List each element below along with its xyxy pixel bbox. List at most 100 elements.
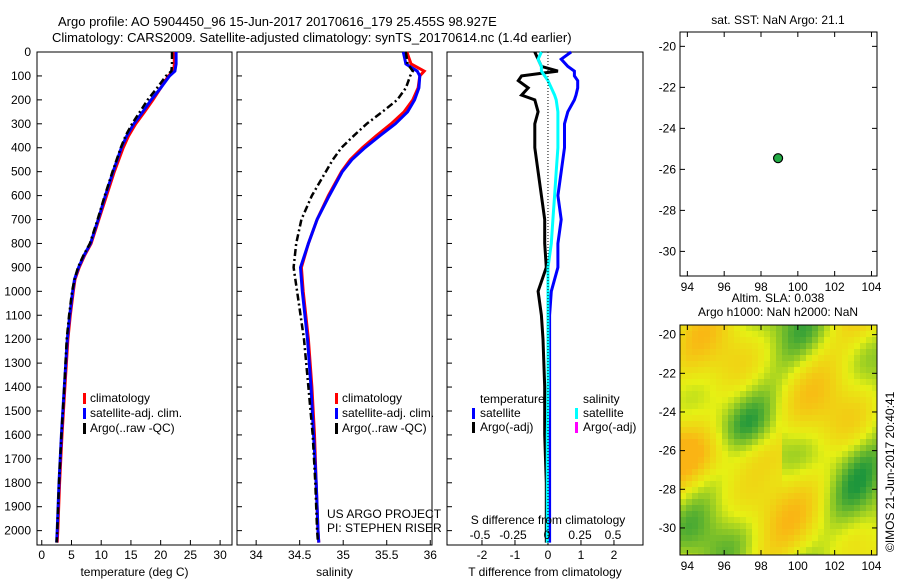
- heatmap-cell: [764, 421, 770, 427]
- heatmap-cell: [860, 337, 866, 343]
- x-tick-label: 0: [545, 548, 552, 562]
- heatmap-cell: [872, 523, 877, 529]
- legend-swatch: [335, 408, 338, 419]
- heatmap-cell: [842, 391, 848, 397]
- heatmap-cell: [692, 391, 698, 397]
- heatmap-cell: [782, 481, 788, 487]
- heatmap-cell: [872, 331, 877, 337]
- heatmap-cell: [740, 373, 746, 379]
- heatmap-cell: [806, 457, 812, 463]
- heatmap-cell: [716, 475, 722, 481]
- heatmap-cell: [788, 493, 794, 499]
- heatmap-cell: [842, 463, 848, 469]
- heatmap-cell: [860, 415, 866, 421]
- heatmap-cell: [770, 427, 776, 433]
- heatmap-cell: [782, 445, 788, 451]
- heatmap-cell: [680, 547, 686, 553]
- heatmap-cell: [704, 409, 710, 415]
- heatmap-cell: [806, 517, 812, 523]
- heatmap-cell: [752, 475, 758, 481]
- heatmap-cell: [734, 469, 740, 475]
- heatmap-cell: [830, 451, 836, 457]
- heatmap-cell: [830, 409, 836, 415]
- heatmap-cell: [728, 439, 734, 445]
- heatmap-cell: [776, 349, 782, 355]
- heatmap-cell: [740, 553, 746, 555]
- heatmap-cell: [860, 361, 866, 367]
- x-axis-label: salinity: [316, 565, 353, 579]
- heatmap-cell: [680, 379, 686, 385]
- heatmap-cell: [866, 391, 872, 397]
- y-tick-label: 700: [11, 213, 31, 227]
- heatmap-cell: [692, 511, 698, 517]
- heatmap-cell: [776, 535, 782, 541]
- heatmap-cell: [830, 541, 836, 547]
- heatmap-cell: [872, 451, 877, 457]
- heatmap-cell: [854, 475, 860, 481]
- heatmap-cell: [704, 529, 710, 535]
- heatmap-cell: [782, 349, 788, 355]
- heatmap-cell: [854, 481, 860, 487]
- heatmap-cell: [740, 337, 746, 343]
- heatmap-cell: [710, 325, 716, 331]
- heatmap-cell: [764, 541, 770, 547]
- heatmap-cell: [860, 553, 866, 555]
- heatmap-cell: [788, 445, 794, 451]
- heatmap-cell: [722, 433, 728, 439]
- heatmap-cell: [704, 511, 710, 517]
- heatmap-cell: [860, 541, 866, 547]
- heatmap-cell: [740, 433, 746, 439]
- heatmap-cell: [734, 367, 740, 373]
- legend-swatch: [575, 408, 578, 419]
- heatmap-cell: [782, 403, 788, 409]
- heatmap-cell: [758, 439, 764, 445]
- heatmap-cell: [770, 409, 776, 415]
- heatmap-cell: [710, 445, 716, 451]
- heatmap-cell: [812, 415, 818, 421]
- heatmap-cell: [860, 535, 866, 541]
- heatmap-cell: [686, 427, 692, 433]
- y-tick-label: 1100: [5, 308, 31, 322]
- heatmap-cell: [818, 373, 824, 379]
- heatmap-cell: [758, 505, 764, 511]
- heatmap-cell: [764, 427, 770, 433]
- heatmap-cell: [734, 463, 740, 469]
- heatmap-cell: [692, 469, 698, 475]
- heatmap-cell: [794, 505, 800, 511]
- heatmap-cell: [746, 511, 752, 517]
- heatmap-cell: [830, 529, 836, 535]
- heatmap-cell: [866, 379, 872, 385]
- heatmap-cell: [794, 373, 800, 379]
- heatmap-cell: [740, 355, 746, 361]
- heatmap-cell: [686, 337, 692, 343]
- heatmap-cell: [716, 535, 722, 541]
- heatmap-cell: [782, 331, 788, 337]
- heatmap-cell: [722, 331, 728, 337]
- heatmap-cell: [806, 433, 812, 439]
- heatmap-cell: [848, 481, 854, 487]
- heatmap-cell: [722, 349, 728, 355]
- heatmap-cell: [860, 457, 866, 463]
- heatmap-cell: [788, 433, 794, 439]
- heatmap-cell: [782, 541, 788, 547]
- heatmap-cell: [722, 367, 728, 373]
- heatmap-cell: [686, 331, 692, 337]
- heatmap-cell: [830, 373, 836, 379]
- heatmap-cell: [824, 535, 830, 541]
- heatmap-cell: [704, 475, 710, 481]
- heatmap-cell: [818, 409, 824, 415]
- position-map-title: sat. SST: NaN Argo: 21.1: [711, 13, 845, 27]
- heatmap-cell: [776, 403, 782, 409]
- heatmap-cell: [728, 487, 734, 493]
- x-tick-label: 20: [154, 548, 168, 562]
- heatmap-cell: [872, 493, 877, 499]
- legend-label: satellite-adj. clim.: [342, 406, 434, 420]
- heatmap-cell: [824, 427, 830, 433]
- heatmap-cell: [806, 505, 812, 511]
- heatmap-cell: [848, 523, 854, 529]
- figure-title-line2: Climatology: CARS2009. Satellite-adjuste…: [52, 30, 572, 45]
- heatmap-cell: [812, 451, 818, 457]
- heatmap-cell: [782, 385, 788, 391]
- heatmap-cell: [830, 343, 836, 349]
- heatmap-cell: [866, 361, 872, 367]
